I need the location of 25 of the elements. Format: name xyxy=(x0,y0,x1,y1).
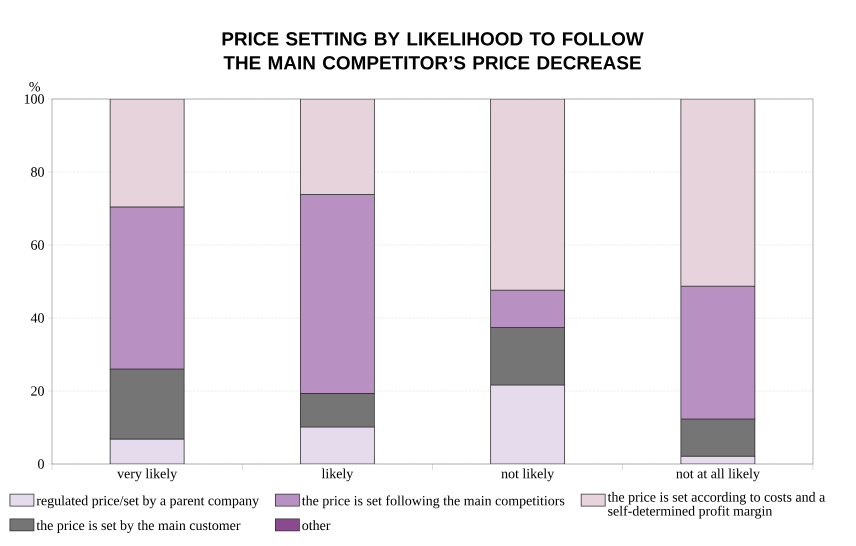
bar xyxy=(300,98,375,196)
bar xyxy=(490,384,566,464)
legend-label: regulated price/set by a parent company xyxy=(36,496,259,508)
bar xyxy=(300,426,375,464)
x-tick-label: not likely xyxy=(501,468,554,482)
x-tick-label: very likely xyxy=(117,468,178,482)
x-tick-label: likely xyxy=(322,468,354,482)
legend-label: the price is set following the main competitiors xyxy=(302,495,564,508)
y-axis-title: % xyxy=(29,82,40,92)
chart-title: PRICE SETTING BY LIKELIHOOD TO FOLLOW THE MAIN COMPETITOR’S PRICE DECREASE xyxy=(222,32,644,70)
bar xyxy=(490,98,566,291)
bar xyxy=(680,98,756,287)
legend-label: the price is set according to costs and a self-determined profit margin xyxy=(608,492,826,519)
y-tick-label: 60 xyxy=(31,240,44,250)
legend-label: other xyxy=(302,520,330,530)
y-tick-label: 20 xyxy=(31,386,44,396)
y-tick-label: 0 xyxy=(38,459,44,469)
bar xyxy=(110,438,185,464)
x-tick-label: not at all likely xyxy=(676,468,760,482)
y-tick-label: 100 xyxy=(24,94,44,104)
bar xyxy=(680,456,756,464)
y-tick-label: 80 xyxy=(31,167,44,177)
legend-label: the price is set by the main customer xyxy=(36,520,240,533)
y-tick-label: 40 xyxy=(30,313,44,323)
bar xyxy=(110,98,185,208)
